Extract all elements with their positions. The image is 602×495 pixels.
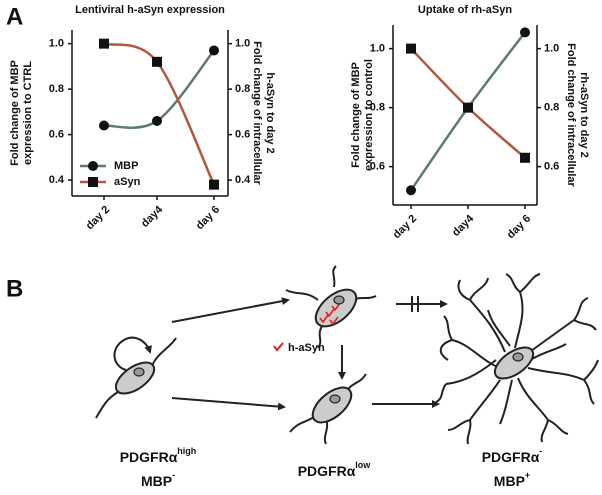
y2-tick-label: 0.8 — [235, 83, 250, 95]
y-axis-label: expression to CTRL — [22, 61, 34, 165]
cell-label: MBP- — [141, 470, 175, 488]
legend-swatch — [273, 342, 284, 352]
arrow — [171, 397, 286, 411]
cell-asyn — [285, 265, 377, 349]
y2-tick-label: 0.6 — [235, 129, 250, 141]
y-axis-label: Fold change of MBP — [9, 60, 21, 166]
marker-level: - — [539, 446, 542, 456]
y2-tick-label: 0.4 — [235, 174, 251, 186]
cell-low — [289, 373, 367, 445]
mbp-level: + — [525, 470, 530, 480]
y2-tick-label: 0.8 — [544, 102, 559, 114]
marker — [152, 56, 162, 67]
marker-level: low — [355, 460, 371, 470]
marker — [406, 185, 416, 196]
x-tick-label: day4 — [139, 203, 166, 230]
legend-label: MBP — [114, 160, 138, 172]
marker-name: PDGFRα — [120, 449, 178, 465]
mbp-level: - — [172, 470, 175, 480]
marker — [463, 102, 473, 113]
y2-tick-label: 1.0 — [235, 38, 250, 50]
marker — [520, 152, 530, 163]
legend-marker — [88, 161, 98, 171]
y2-axis-label: Fold change of intracellular — [251, 41, 263, 185]
x-tick-label: day 6 — [194, 204, 222, 232]
y-tick-label: 1.0 — [370, 43, 385, 55]
cell-label: PDGFRαlow — [298, 460, 372, 478]
y-tick-label: 1.0 — [49, 38, 64, 50]
marker-name: PDGFRα — [482, 449, 540, 465]
marker — [406, 43, 416, 54]
chart: Uptake of rh-aSyn 0.6 0.8 1.0 0.6 0.8 1.0 Fold … — [350, 4, 590, 241]
y-tick-label: 0.6 — [49, 129, 64, 141]
y2-axis-label: rh-aSyn to day 2 — [578, 72, 590, 158]
cell-label: PDGFRαhigh — [120, 446, 197, 464]
marker — [152, 115, 162, 126]
cell-label: MBP+ — [494, 470, 530, 488]
x-tick-label: day 2 — [84, 204, 112, 232]
legend-label: aSyn — [114, 176, 141, 188]
marker — [209, 45, 219, 56]
y2-tick-label: 0.6 — [544, 161, 559, 173]
legend-marker — [88, 177, 98, 187]
marker-name: PDGFRα — [298, 463, 356, 479]
y2-axis-label: Fold change of intracellular — [565, 43, 577, 187]
panel-label: A — [6, 3, 23, 30]
chart: Lentiviral h-aSyn expression 0.4 0.6 0.8 1.0… — [9, 4, 276, 232]
block-bars — [411, 296, 419, 312]
x-tick-label: day4 — [450, 212, 477, 239]
marker — [99, 120, 109, 131]
cell-mature — [435, 273, 599, 445]
marker — [520, 27, 530, 38]
y-axis-label: expression to control — [363, 59, 375, 171]
cell-label: PDGFRα- — [482, 446, 543, 464]
cell-high — [95, 336, 177, 419]
y-tick-label: 0.8 — [49, 83, 64, 95]
y-axis-label: Fold change of MBP — [350, 62, 362, 168]
marker — [209, 179, 219, 190]
mbp-name: MBP — [141, 473, 172, 489]
legend-label: h-aSyn — [288, 342, 325, 354]
y2-axis-label: h-aSyn to day 2 — [264, 72, 276, 153]
panel-label: B — [6, 275, 23, 302]
y-tick-label: 0.4 — [49, 174, 65, 186]
chart-title: Lentiviral h-aSyn expression — [75, 4, 225, 16]
diagram — [95, 265, 599, 445]
arrow — [171, 297, 290, 323]
x-tick-label: day 2 — [391, 213, 419, 241]
chart-title: Uptake of rh-aSyn — [418, 4, 512, 16]
marker-level: high — [177, 446, 196, 456]
y2-tick-label: 1.0 — [544, 43, 559, 55]
x-tick-label: day 6 — [505, 213, 533, 241]
y-tick-label: 0.8 — [370, 102, 385, 114]
marker — [99, 38, 109, 49]
y-tick-label: 0.6 — [370, 161, 385, 173]
mbp-name: MBP — [494, 473, 525, 489]
